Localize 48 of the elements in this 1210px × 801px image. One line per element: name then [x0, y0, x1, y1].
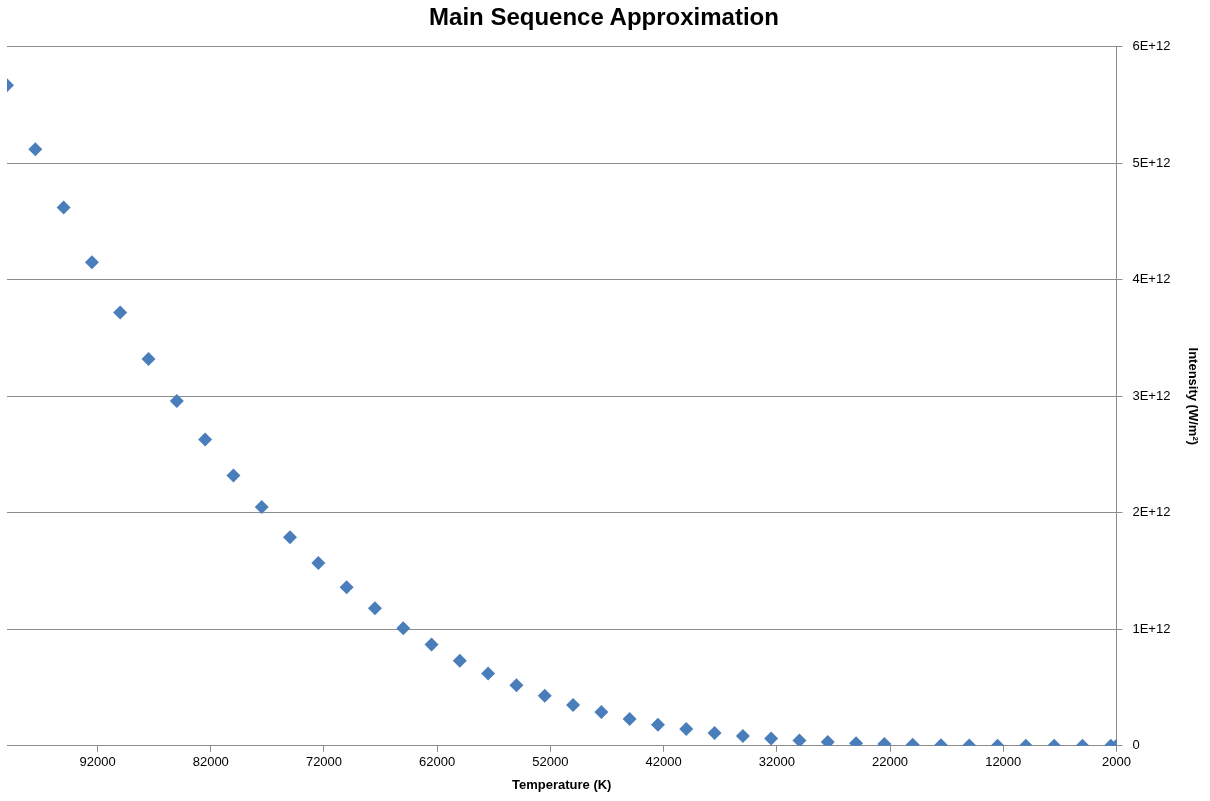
point [113, 305, 128, 320]
point [396, 621, 411, 636]
x-tick-label: 22000 [871, 754, 909, 770]
y-tick-label: 3E+12 [1132, 387, 1171, 403]
y-axis-title: Intensity (W/m²) [1185, 347, 1201, 446]
x-tick-label: 72000 [305, 754, 343, 770]
point [594, 705, 609, 720]
x-tick-label: 92000 [79, 754, 116, 770]
point [707, 725, 722, 740]
point [339, 580, 354, 595]
point [679, 721, 694, 736]
point [198, 432, 213, 447]
y-tick-label: 4E+12 [1132, 271, 1171, 287]
point [311, 555, 326, 570]
y-tick-label: 0 [1132, 737, 1140, 753]
point [254, 499, 269, 514]
chart-title: Main Sequence Approximation [429, 3, 779, 31]
point [56, 200, 71, 215]
y-tick-label: 6E+12 [1132, 38, 1171, 54]
point [566, 698, 581, 713]
y-tick-label: 1E+12 [1132, 620, 1171, 636]
point [226, 468, 241, 483]
point [141, 352, 156, 367]
x-tick-label: 32000 [758, 754, 795, 770]
point [367, 601, 382, 616]
x-tick-label: 12000 [985, 754, 1022, 770]
point [169, 393, 184, 408]
point [509, 678, 524, 693]
x-tick-label: 2000 [1101, 754, 1131, 770]
x-tick-label: 62000 [419, 754, 456, 770]
x-tick-label: 42000 [645, 754, 682, 770]
point [764, 731, 779, 746]
x-axis-title: Temperature (K) [512, 776, 612, 792]
point [28, 142, 43, 157]
y-tick-label: 5E+12 [1132, 154, 1171, 170]
point [424, 637, 439, 652]
point [283, 530, 298, 545]
point [84, 255, 99, 270]
y-tick-label: 2E+12 [1132, 504, 1171, 520]
point [481, 666, 496, 681]
point [792, 733, 807, 746]
point [537, 688, 552, 703]
point [650, 717, 665, 732]
point [452, 653, 467, 668]
point [735, 728, 750, 743]
point [622, 712, 637, 727]
x-tick-label: 52000 [532, 754, 569, 770]
x-tick-label: 82000 [192, 754, 229, 770]
